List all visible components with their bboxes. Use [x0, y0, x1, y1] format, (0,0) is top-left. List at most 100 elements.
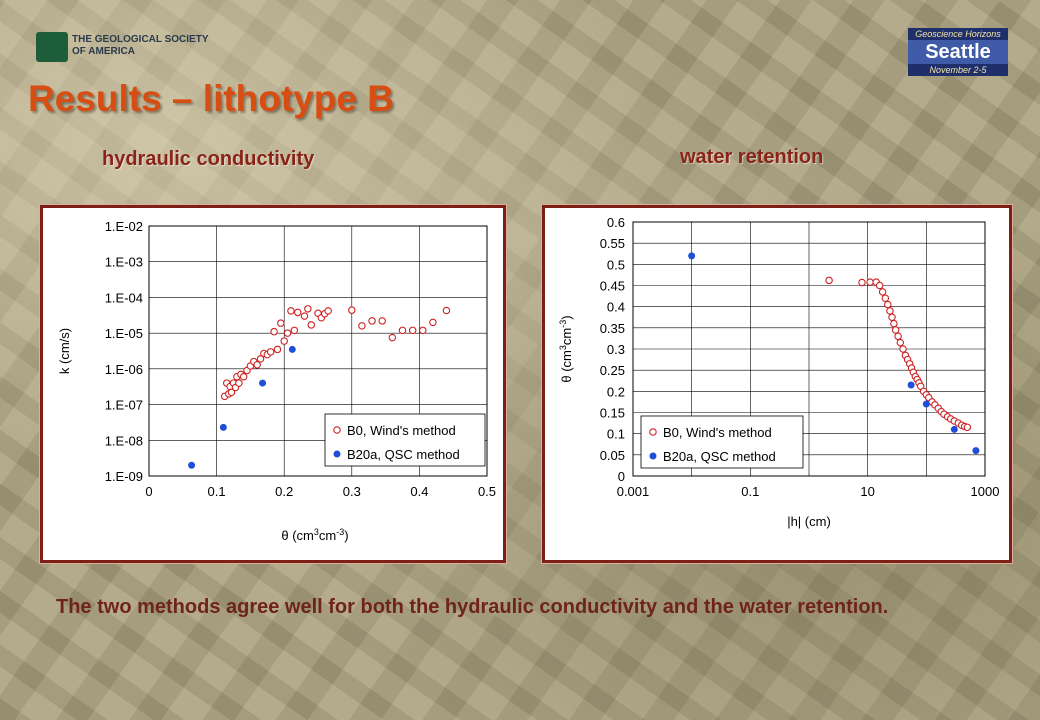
k-xtick-2: 0.2	[275, 484, 293, 499]
k-ytick-0: 1.E-09	[105, 469, 143, 484]
k-point-wind	[227, 388, 236, 397]
k-point-wind	[273, 345, 282, 354]
gsa-logo-mark-icon	[36, 32, 68, 62]
w-xtick-1: 0.1	[741, 484, 759, 499]
k-legend-marker-1	[333, 450, 341, 458]
w-legend-label-0: B0, Wind's method	[663, 425, 772, 440]
w-ylabel: θ (cm3cm-3)	[558, 315, 574, 382]
w-ytick-2: 0.1	[607, 427, 625, 442]
w-legend-box	[640, 415, 804, 469]
w-xlabel: |h| (cm)	[787, 514, 831, 529]
k-point-wind	[348, 306, 356, 314]
k-point-wind	[378, 317, 386, 325]
w-point-wind	[858, 278, 866, 287]
w-point-wind	[875, 281, 884, 290]
k-ytick-4: 1.E-05	[105, 326, 143, 341]
conference-logo-dates: November 2-5	[908, 64, 1008, 76]
k-legend-box	[324, 413, 486, 467]
k-xtick-4: 0.4	[410, 484, 428, 499]
k-ylabel: k (cm/s)	[57, 328, 72, 374]
k-xtick-0: 0	[145, 484, 152, 499]
k-legend-marker-0	[333, 426, 341, 434]
k-xtick-1: 0.1	[208, 484, 226, 499]
w-point-wind	[899, 345, 907, 353]
w-ytick-4: 0.2	[607, 384, 625, 399]
k-point-wind	[283, 329, 292, 337]
water-retention-chart: 0.001 0.1 10 1000 0 0.05 0.1 0.15 0.2 0.25 0.3 0.35…	[541, 204, 1013, 564]
k-ytick-7: 1.E-02	[105, 219, 143, 234]
w-ytick-0: 0	[618, 469, 625, 484]
k-point-wind	[277, 319, 285, 327]
conference-logo: Geoscience Horizons Seattle November 2-5	[908, 28, 1008, 76]
w-ytick-11: 0.55	[600, 236, 625, 251]
gsa-logo: THE GEOLOGICAL SOCIETY OF AMERICA	[36, 30, 226, 74]
k-point-wind	[280, 337, 288, 345]
k-point-wind	[398, 326, 407, 335]
k-point-wind	[388, 333, 397, 342]
w-point-wind	[866, 278, 874, 286]
k-point-wind	[419, 326, 427, 335]
w-point-qsc	[972, 447, 980, 455]
k-point-wind	[287, 307, 295, 315]
w-ytick-12: 0.6	[607, 215, 625, 230]
gsa-logo-text: THE GEOLOGICAL SOCIETY OF AMERICA	[72, 34, 209, 57]
slide-title: Results – lithotype B	[28, 78, 394, 119]
w-point-wind	[894, 332, 902, 341]
k-point-wind	[253, 361, 261, 369]
w-legend-marker-1	[649, 452, 657, 460]
k-point-wind	[235, 379, 243, 387]
w-plot-frame	[632, 221, 986, 477]
k-point-qsc	[259, 379, 267, 387]
subtitle-water-retention: water retention	[680, 146, 824, 168]
k-ytick-6: 1.E-03	[105, 255, 143, 270]
conference-logo-city: Seattle	[908, 40, 1008, 64]
w-point-qsc	[950, 425, 958, 433]
w-point-wind	[825, 276, 833, 285]
w-ytick-5: 0.25	[600, 363, 625, 378]
w-point-wind	[891, 326, 900, 334]
k-point-wind	[266, 348, 275, 356]
w-xtick-3: 1000	[971, 484, 1000, 499]
w-point-wind	[884, 300, 892, 309]
hydraulic-conductivity-plot: 0 0.1 0.2 0.3 0.4 0.5 1.E-09 1.E-08 1.E-07 1.E-06…	[57, 219, 496, 543]
conference-logo-city-text: Seattle	[925, 41, 991, 63]
k-ytick-5: 1.E-04	[105, 290, 143, 305]
k-point-wind	[256, 355, 265, 363]
conclusion-text: The two methods agree well for both the …	[56, 596, 889, 618]
k-xtick-3: 0.3	[343, 484, 361, 499]
w-point-qsc	[688, 252, 696, 260]
hydraulic-conductivity-chart: 0 0.1 0.2 0.3 0.4 0.5 1.E-09 1.E-08 1.E-07 1.E-06…	[39, 204, 507, 564]
k-point-wind	[239, 373, 248, 381]
k-ytick-3: 1.E-06	[105, 362, 143, 377]
w-ytick-9: 0.45	[600, 279, 625, 294]
k-point-wind	[358, 322, 366, 330]
k-point-qsc	[219, 423, 227, 431]
k-point-wind	[290, 326, 299, 335]
w-point-qsc	[922, 400, 930, 408]
k-legend-label-1: B20a, QSC method	[347, 447, 460, 462]
w-xtick-2: 10	[860, 484, 874, 499]
k-point-qsc	[288, 345, 296, 353]
w-ytick-1: 0.05	[600, 448, 625, 463]
w-ytick-7: 0.35	[600, 321, 625, 336]
k-ytick-1: 1.E-08	[105, 433, 143, 448]
w-ytick-8: 0.4	[607, 300, 625, 315]
w-point-wind	[896, 338, 905, 347]
water-retention-plot: 0.001 0.1 10 1000 0 0.05 0.1 0.15 0.2 0.25 0.3 0.35…	[558, 215, 1000, 529]
w-point-wind	[888, 313, 896, 322]
k-point-wind	[307, 321, 315, 329]
w-ytick-10: 0.5	[607, 257, 625, 272]
conference-logo-top: Geoscience Horizons	[908, 28, 1008, 40]
w-point-wind	[881, 294, 890, 302]
k-point-wind	[304, 305, 312, 313]
k-point-wind	[270, 327, 278, 336]
w-point-wind	[878, 288, 887, 296]
k-point-wind	[324, 307, 332, 315]
w-point-wind	[890, 319, 898, 328]
w-point-wind	[886, 307, 894, 315]
k-plot-frame	[148, 225, 488, 477]
w-point-wind	[963, 423, 972, 432]
k-point-wind	[429, 318, 437, 327]
w-ytick-3: 0.15	[600, 406, 625, 421]
k-legend-label-0: B0, Wind's method	[347, 423, 456, 438]
